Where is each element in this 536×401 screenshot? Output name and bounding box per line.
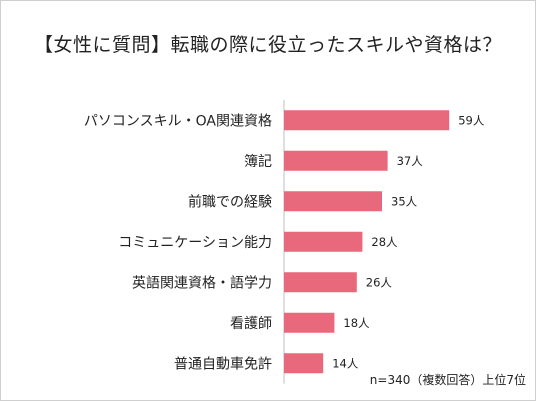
value-label: 28人 xyxy=(371,235,398,249)
bar xyxy=(284,191,382,212)
bar xyxy=(284,353,324,374)
value-label: 35人 xyxy=(391,194,418,208)
category-label: コミュニケーション能力 xyxy=(118,235,272,251)
value-label: 18人 xyxy=(343,316,370,330)
bar xyxy=(284,110,450,131)
bar xyxy=(284,272,357,293)
category-label: パソコンスキル・OA関連資格 xyxy=(84,113,272,129)
sample-note: n=340（複数回答）上位7位 xyxy=(369,373,526,387)
value-label: 14人 xyxy=(332,356,359,370)
bar xyxy=(284,312,335,333)
value-label: 37人 xyxy=(397,154,424,168)
category-label: 普通自動車免許 xyxy=(174,355,272,372)
bar xyxy=(284,150,388,171)
category-label: 前職での経験 xyxy=(188,193,272,210)
category-label: 簿記 xyxy=(244,153,272,170)
value-label: 26人 xyxy=(366,275,393,289)
category-label: 英語関連資格・語学力 xyxy=(132,274,272,291)
bar xyxy=(284,231,363,252)
value-label: 59人 xyxy=(458,113,485,127)
category-label: 看護師 xyxy=(230,316,272,332)
chart-title: 【女性に質問】転職の際に役立ったスキルや資格は？ xyxy=(33,34,502,56)
